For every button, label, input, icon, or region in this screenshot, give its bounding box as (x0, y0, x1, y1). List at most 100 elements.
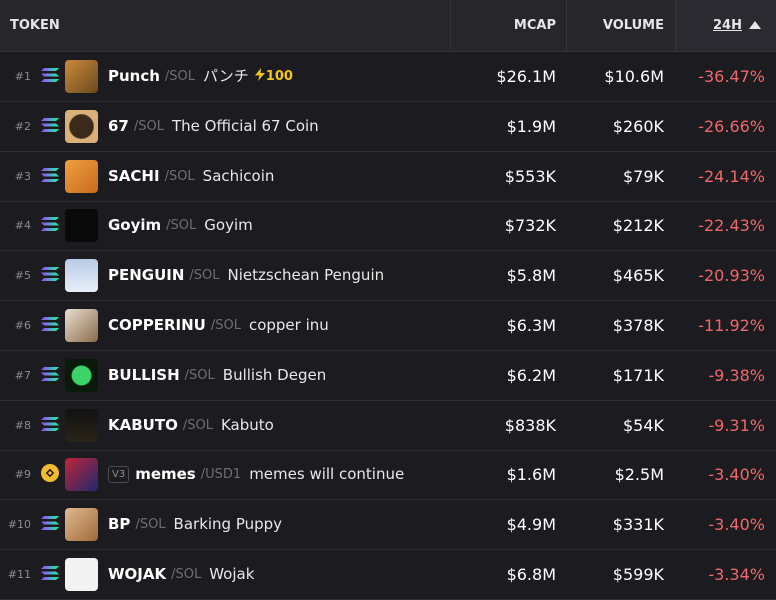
pair-quote: /SOL (135, 517, 166, 533)
mcap: $732K (504, 216, 556, 236)
sorted-column-header[interactable]: 24H (676, 0, 776, 51)
token-row[interactable]: #3 SACHI/SOL Sachicoin $553K $79K -24.14% (0, 152, 776, 202)
token-cell: BP/SOL Barking Puppy (108, 500, 282, 549)
chain (41, 515, 59, 535)
token-symbol: BULLISH (108, 365, 180, 384)
chain (41, 117, 59, 137)
pair-quote: /SOL (164, 168, 195, 184)
token-cell: SACHI/SOL Sachicoin (108, 152, 274, 201)
chain-icon (41, 416, 59, 431)
token-cell: Goyim/SOL Goyim (108, 201, 253, 250)
mcap: $838K (504, 415, 556, 435)
table-header: TOKEN MCAP VOLUME 24H (0, 0, 776, 52)
token-row[interactable]: #2 67/SOL The Official 67 Coin $1.9M $260K -2… (0, 102, 776, 152)
chain-icon (41, 566, 59, 580)
token-avatar (65, 358, 98, 392)
token-avatar (65, 209, 98, 243)
change-24h: -22.43% (698, 216, 765, 236)
token-name: The Official 67 Coin (171, 116, 319, 135)
token-name: Nietzschean Penguin (227, 266, 385, 285)
chain (41, 416, 59, 436)
mcap: $6.8M (506, 565, 556, 584)
token-row[interactable]: #6 COPPERINU/SOL copper inu $6.3M $378K -11.9… (0, 301, 776, 351)
pair-quote: /SOL (189, 268, 220, 284)
rank: #9 (14, 468, 31, 482)
token-name: copper inu (248, 316, 329, 334)
token-cell: WOJAK/SOL Wojak (108, 550, 254, 599)
change-24h: -3.34% (708, 565, 765, 584)
token-name: Barking Puppy (173, 515, 283, 534)
token-symbol: BP (108, 515, 131, 534)
token-row[interactable]: #11 WOJAK/SOL Wojak $6.8M $599K -3.34% (0, 550, 776, 600)
token-symbol: memes (135, 465, 196, 484)
volume: $54K (622, 415, 664, 435)
token-avatar (65, 159, 98, 193)
token-avatar (65, 458, 98, 492)
pair-quote: /USD1 (200, 467, 242, 483)
change-24h: -11.92% (698, 316, 765, 335)
token-symbol: KABUTO (108, 415, 178, 434)
mcap: $6.3M (506, 316, 556, 335)
volume: $260K (612, 116, 664, 136)
token-row[interactable]: #5 PENGUIN/SOL Nietzschean Penguin $5.8M $46… (0, 251, 776, 302)
chain-icon (41, 217, 59, 232)
token-symbol: Goyim (108, 216, 162, 235)
token-row[interactable]: #10 BP/SOL Barking Puppy $4.9M $331K -3.40% (0, 500, 776, 551)
chain (41, 167, 59, 187)
token-symbol: Punch (108, 67, 160, 85)
token-row[interactable]: #9 V3 memes/USD1 memes will continue $1.6M $2… (0, 450, 776, 501)
chain-icon (41, 267, 59, 282)
token-symbol: PENGUIN (108, 266, 185, 285)
mcap: $1.9M (506, 116, 556, 136)
token-cell: V3 memes/USD1 memes will continue (108, 450, 404, 499)
boost: 100 (254, 52, 293, 101)
token-header[interactable]: TOKEN (10, 18, 60, 33)
volume-header[interactable]: VOLUME (602, 18, 664, 33)
chain-icon (41, 464, 59, 483)
change-header[interactable]: 24H (713, 18, 742, 33)
chain-icon (41, 317, 59, 331)
rank: #5 (14, 269, 31, 283)
rank: #7 (14, 368, 31, 382)
version-badge: V3 (108, 466, 130, 484)
token-name: パンチ (203, 67, 249, 85)
token-row[interactable]: #7 BULLISH/SOL Bullish Degen $6.2M $171K -9.3… (0, 351, 776, 401)
pair-quote: /SOL (164, 69, 196, 84)
change-24h: -24.14% (698, 166, 765, 186)
rank: #4 (14, 219, 31, 233)
token-name: Kabuto (220, 415, 274, 434)
token-cell: BULLISH/SOL Bullish Degen (108, 351, 326, 400)
chain (41, 67, 59, 87)
chain-icon (41, 68, 59, 82)
pair-quote: /SOL (166, 218, 197, 234)
mcap-header[interactable]: MCAP (513, 18, 556, 33)
volume: $10.6M (604, 67, 664, 86)
change-24h: -3.40% (708, 515, 765, 535)
volume: $79K (622, 166, 664, 186)
chain (41, 266, 59, 286)
chain-icon (41, 516, 59, 531)
token-name: Wojak (209, 565, 255, 583)
rank: #6 (14, 319, 31, 332)
rank: #3 (14, 169, 31, 183)
token-cell: KABUTO/SOL Kabuto (108, 401, 274, 450)
sort-arrow[interactable] (749, 21, 761, 29)
rank: #8 (14, 418, 31, 432)
change-24h: -3.40% (708, 465, 765, 485)
volume: $378K (612, 316, 664, 335)
token-row[interactable]: #1 Punch/SOL パンチ 100 $26.1M $10.6M -36.47% (0, 52, 776, 102)
token-avatar (65, 558, 98, 591)
chain-icon (41, 167, 59, 182)
token-row[interactable]: #4 Goyim/SOL Goyim $732K $212K -22.43% (0, 201, 776, 252)
token-row[interactable]: #8 KABUTO/SOL Kabuto $838K $54K -9.31% (0, 401, 776, 451)
token-avatar (65, 408, 98, 442)
volume: $212K (612, 216, 664, 236)
mcap: $553K (504, 166, 556, 186)
rank: #2 (14, 119, 31, 133)
boost-value: 100 (265, 69, 293, 84)
change-24h: -36.47% (698, 67, 765, 86)
token-name: Goyim (204, 216, 253, 235)
token-symbol: COPPERINU (108, 316, 206, 334)
change-24h: -20.93% (698, 266, 765, 286)
